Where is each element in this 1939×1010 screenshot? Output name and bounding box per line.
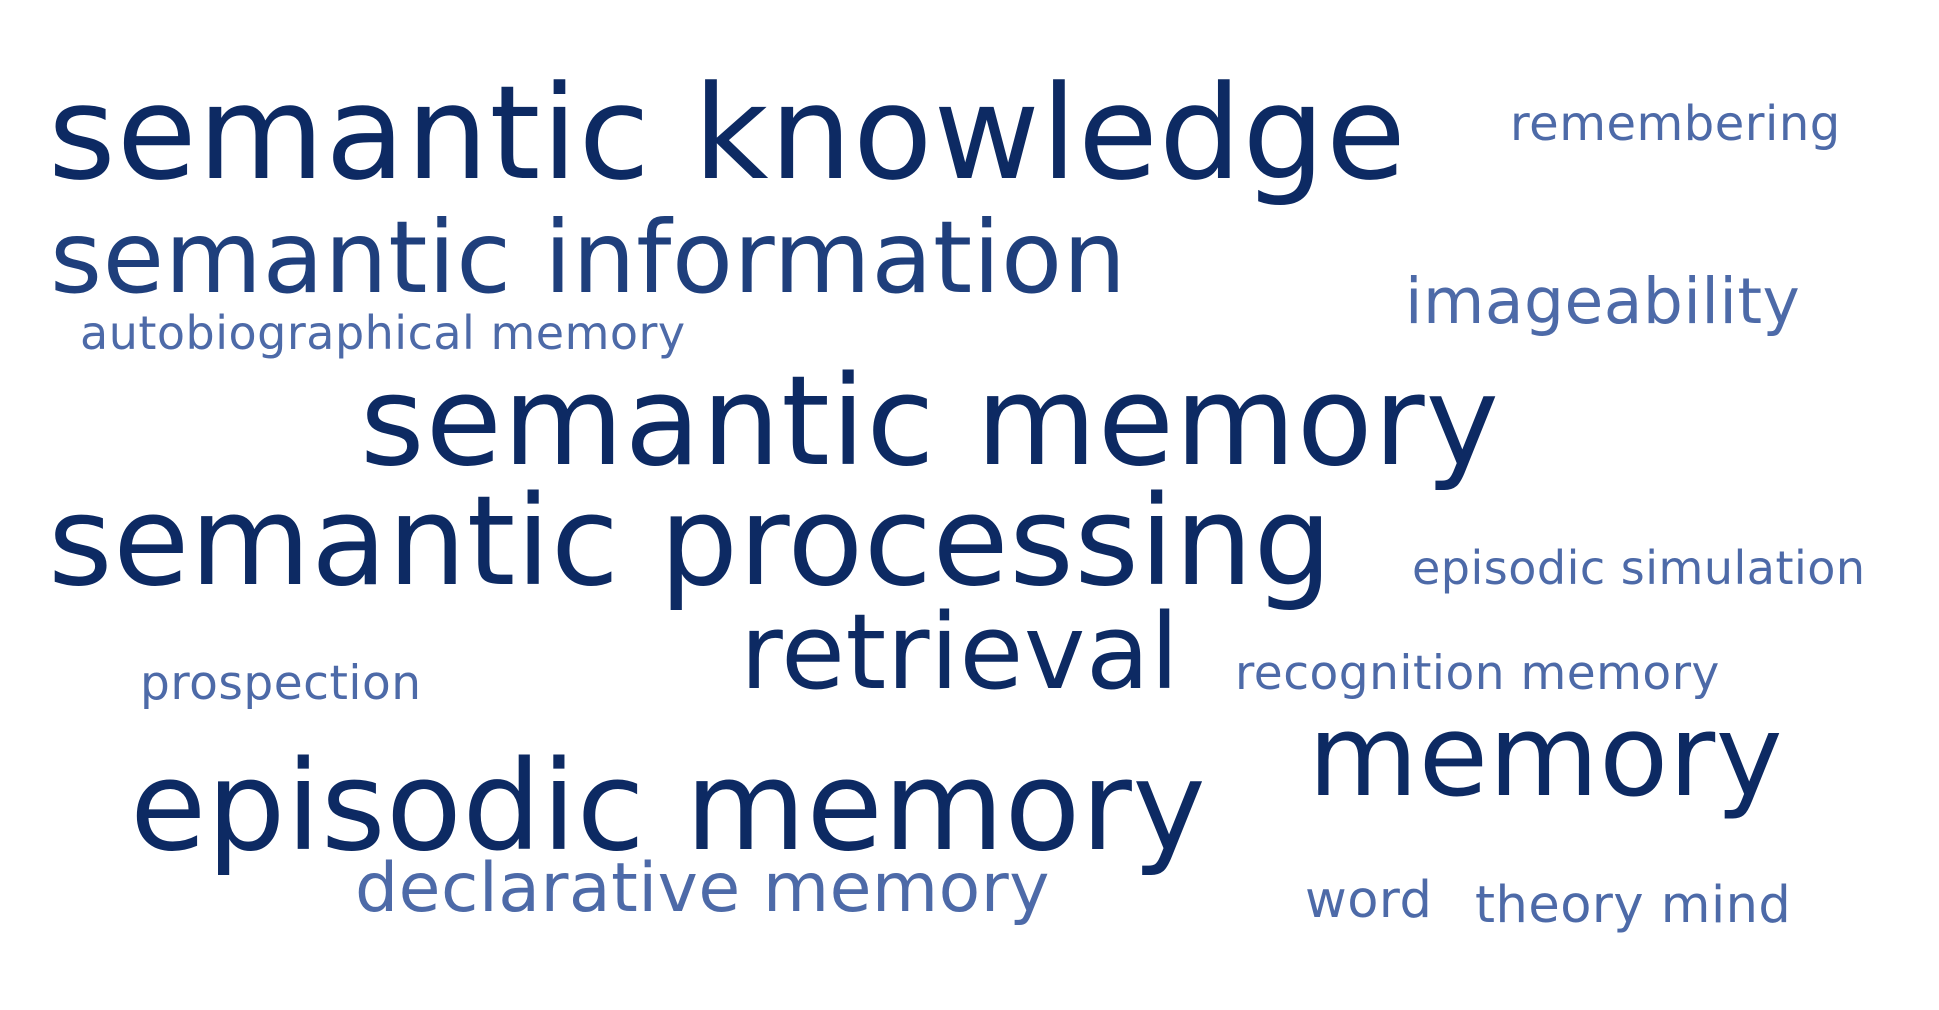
word-theory-mind: theory mind [1475,876,1792,935]
word-semantic-knowledge: semantic knowledge [48,57,1407,209]
word-declarative-memory: declarative memory [355,849,1050,928]
word-remembering: remembering [1510,96,1841,152]
word-episodic-simulation: episodic simulation [1412,541,1866,595]
word-episodic-memory: episodic memory [130,735,1207,879]
word-semantic-processing: semantic processing [48,470,1333,614]
word-word: word [1305,871,1433,930]
word-prospection: prospection [140,656,422,711]
word-imageability: imageability [1405,265,1801,338]
word-semantic-memory: semantic memory [360,350,1501,494]
word-semantic-information: semantic information [50,199,1127,316]
word-recognition-memory: recognition memory [1235,646,1720,701]
word-memory: memory [1308,690,1784,822]
word-autobiographical-memory: autobiographical memory [80,306,686,360]
word-retrieval: retrieval [740,591,1180,713]
